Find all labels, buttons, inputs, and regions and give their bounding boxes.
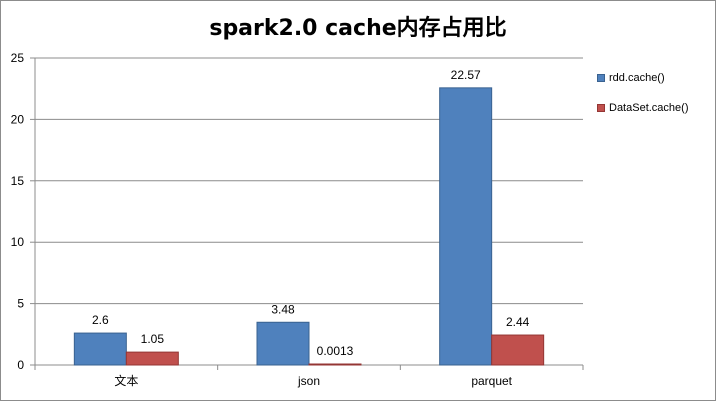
bar — [256, 321, 310, 366]
gridlines — [35, 57, 583, 305]
legend-item: rdd.cache() — [597, 70, 712, 86]
bars — [73, 87, 545, 366]
bar — [308, 363, 362, 366]
data-label: 2.6 — [92, 313, 109, 327]
legend-swatch — [597, 74, 605, 82]
y-tick-label: 25 — [11, 51, 25, 65]
bar — [125, 351, 179, 366]
data-labels: 2.6 3.48 22.57 1.05 0.0013 2.44 — [92, 68, 530, 358]
x-tick-label: 文本 — [114, 373, 138, 388]
y-tick-label: 10 — [11, 235, 25, 249]
y-tick-label: 5 — [17, 297, 24, 311]
data-label: 1.05 — [141, 332, 165, 346]
y-tick-label: 15 — [11, 174, 25, 188]
x-tick-label: parquet — [471, 374, 512, 388]
data-label: 0.0013 — [317, 344, 354, 358]
legend-swatch — [597, 104, 605, 112]
bar — [439, 87, 493, 366]
legend-label: DataSet.cache() — [609, 102, 689, 114]
y-tick-label: 20 — [11, 112, 25, 126]
chart-title: spark2.0 cache内存占用比 — [209, 16, 507, 41]
bar — [491, 334, 545, 366]
legend: rdd.cache() DataSet.cache() — [597, 70, 712, 130]
data-label: 3.48 — [271, 302, 295, 316]
bar — [73, 332, 127, 366]
y-tick-label: 0 — [17, 358, 24, 372]
legend-label: rdd.cache() — [609, 72, 665, 84]
x-tick-label: json — [297, 374, 320, 388]
data-label: 2.44 — [506, 315, 530, 329]
data-label: 22.57 — [451, 68, 481, 82]
legend-item: DataSet.cache() — [597, 100, 712, 116]
